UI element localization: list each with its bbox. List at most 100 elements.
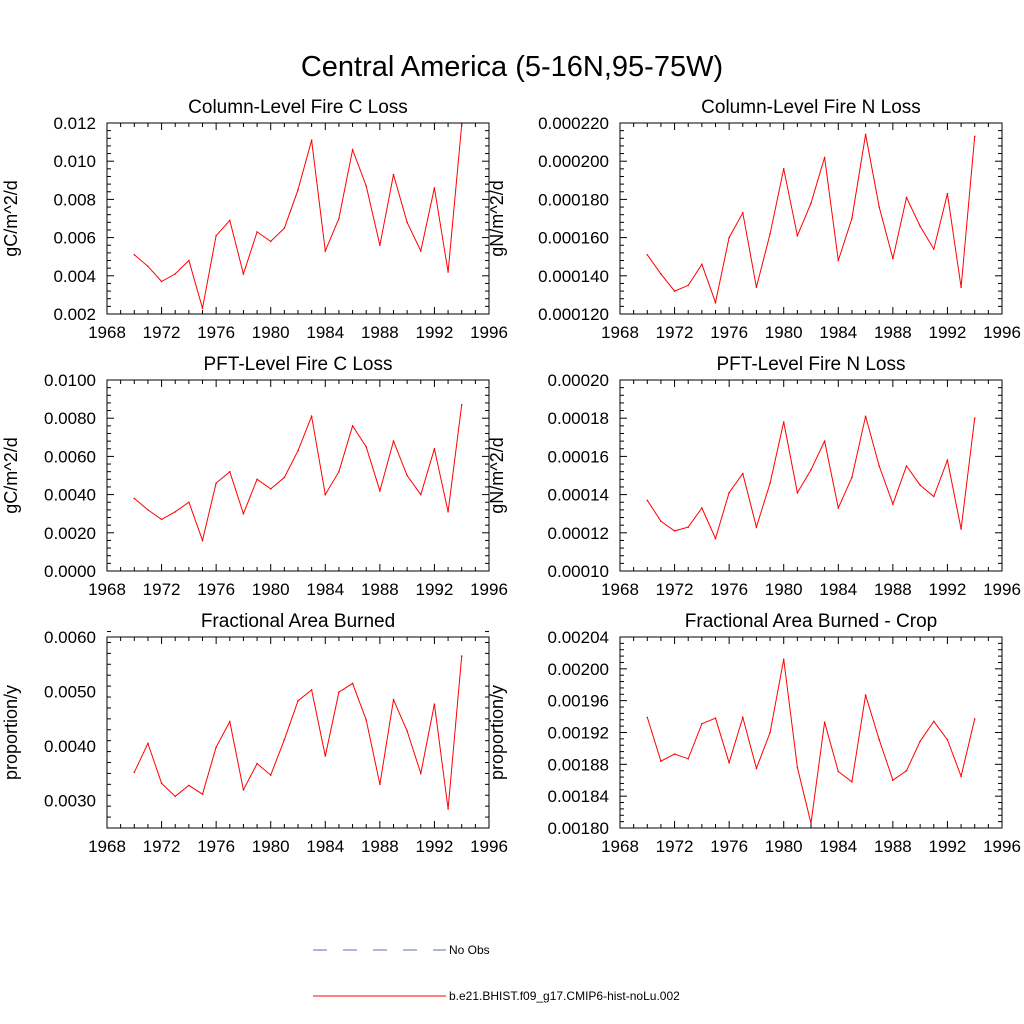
data-point [864,415,867,418]
data-point [324,755,327,757]
x-tick-label: 1976 [710,837,748,856]
series-line [133,124,463,309]
data-point [782,658,785,661]
chart-panel-6: 1968 1972 1976 1980 1984 1988 1992 1996 0.00180 0… [487,611,1021,856]
y-tick-label: 0.00192 [548,724,609,743]
data-point [673,530,676,532]
data-point [269,774,272,776]
y-axis-label: proportion/y [1,685,21,780]
y-tick-label: 0.0040 [44,737,96,756]
data-point [228,219,231,222]
y-tick-label: 0.0030 [44,792,96,811]
x-tick-label: 1988 [874,323,912,342]
data-point [769,232,771,235]
y-tick-label: 0.000140 [538,267,609,286]
data-point [215,746,217,749]
y-tick-label: 0.002 [53,305,96,324]
data-point [837,770,840,773]
y-tick-label: 0.004 [53,267,96,286]
data-point [741,211,744,214]
data-point [160,518,163,521]
data-point [338,691,340,693]
data-point [878,465,881,467]
y-tick-label: 0.00184 [548,787,609,806]
x-tick-label: 1988 [361,323,399,342]
data-point [338,217,340,220]
x-tick-label: 1972 [143,580,181,599]
y-tick-label: 0.00018 [548,409,609,428]
data-point [810,822,812,825]
data-point [837,507,840,509]
x-tick-label: 1972 [656,580,694,599]
data-point [796,766,799,769]
x-tick-label: 1988 [874,580,912,599]
data-point [973,417,976,420]
panel-title: PFT-Level Fire N Loss [717,354,906,375]
legend-label-2: b.e21.BHIST.f09_g17.CMIP6-hist-noLu.002 [449,989,680,1003]
data-point [379,489,381,492]
data-point [433,447,436,450]
y-tick-label: 0.00204 [548,628,609,647]
data-point [714,717,717,719]
data-point [406,730,408,732]
data-point [741,472,744,475]
x-tick-label: 1992 [416,323,454,342]
x-tick-label: 1984 [306,323,344,342]
x-tick-label: 1968 [601,837,639,856]
data-point [946,192,949,195]
data-point [338,470,340,473]
plot-frame [619,379,1003,572]
data-point [297,700,299,702]
data-point [973,135,976,138]
data-point [837,259,840,262]
data-point [960,775,962,778]
data-point [201,793,204,795]
data-point [646,716,649,719]
data-point [796,234,799,237]
data-point [960,528,962,530]
data-point [673,290,676,292]
y-tick-label: 0.00016 [548,447,609,466]
data-point [147,509,149,511]
data-point [310,139,313,141]
x-tick-label: 1968 [88,837,126,856]
data-point [660,760,662,762]
data-point [460,655,463,657]
plot-frame [106,379,490,572]
data-point [365,185,368,187]
data-point [242,512,245,515]
data-point [646,253,649,256]
x-tick-label: 1996 [470,580,508,599]
data-point [728,761,730,764]
data-point [188,784,190,787]
data-point [973,718,976,720]
data-point [133,253,136,256]
y-tick-label: 0.000160 [538,229,609,248]
x-tick-label: 1980 [765,323,803,342]
data-point [433,703,436,705]
x-tick-label: 1992 [929,580,967,599]
chart-panel-5: 1968 1972 1976 1980 1984 1988 1992 1996 0.0030 0.… [1,611,508,856]
y-tick-label: 0.000200 [538,152,609,171]
data-point [447,808,449,810]
data-point [133,771,136,774]
panel-title: Column-Level Fire C Loss [188,97,408,118]
chart-panel-3: 1968 1972 1976 1980 1984 1988 1992 1996 0.0000 0.… [1,354,508,599]
data-point [782,421,785,423]
data-point [283,738,286,741]
data-point [919,740,921,743]
data-point [228,720,231,723]
data-point [905,769,908,772]
x-tick-label: 1992 [416,580,454,599]
x-tick-label: 1996 [983,837,1021,856]
data-point [147,742,149,745]
data-point [283,227,286,229]
y-tick-label: 0.00010 [548,562,609,581]
x-tick-label: 1968 [88,323,126,342]
series-line [133,404,463,543]
data-point [919,225,921,227]
data-point [660,520,662,523]
x-tick-label: 1988 [361,580,399,599]
data-point [714,537,717,540]
chart-panel-1: 1968 1972 1976 1980 1984 1988 1992 1996 0.002 0.0… [1,97,508,342]
